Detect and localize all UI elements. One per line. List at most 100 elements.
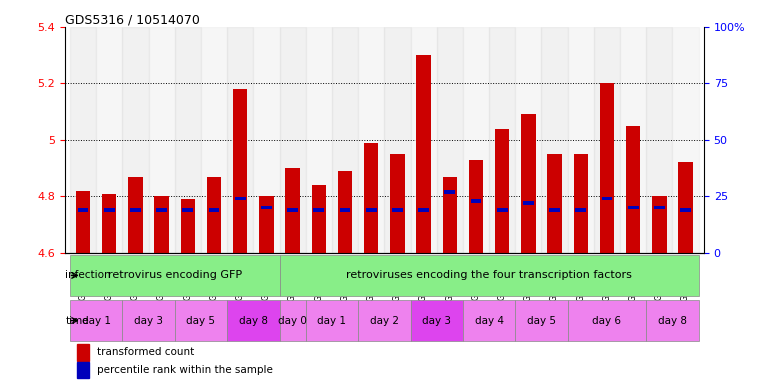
Text: percentile rank within the sample: percentile rank within the sample (97, 365, 272, 375)
Bar (70, 255, 279, 296)
Bar (306, 300, 358, 341)
Bar (70, 300, 123, 341)
Bar (443, 177, 457, 253)
Bar (183, 208, 193, 212)
Bar (130, 208, 141, 212)
Text: day 3: day 3 (134, 316, 163, 326)
Bar (410, 27, 437, 253)
Bar (285, 168, 300, 253)
Text: day 8: day 8 (239, 316, 268, 326)
Bar (437, 27, 463, 253)
Bar (575, 208, 586, 212)
Bar (314, 208, 324, 212)
Bar (594, 27, 620, 253)
Bar (103, 208, 115, 212)
Bar (469, 160, 483, 253)
Bar (419, 208, 429, 212)
Bar (156, 208, 167, 212)
Bar (306, 27, 332, 253)
Text: infection: infection (65, 270, 111, 280)
Text: day 1: day 1 (317, 316, 346, 326)
Bar (148, 27, 175, 253)
Bar (311, 185, 326, 253)
Bar (78, 208, 88, 212)
Bar (175, 300, 227, 341)
Bar (470, 199, 482, 202)
Text: day 8: day 8 (658, 316, 687, 326)
Bar (366, 208, 377, 212)
Bar (646, 300, 699, 341)
Bar (209, 208, 219, 212)
Bar (410, 300, 463, 341)
Bar (602, 197, 613, 200)
Bar (339, 208, 350, 212)
Text: retrovirus encoding GFP: retrovirus encoding GFP (107, 270, 242, 280)
Bar (574, 154, 588, 253)
Bar (233, 89, 247, 253)
Text: transformed count: transformed count (97, 348, 194, 358)
Text: day 3: day 3 (422, 316, 451, 326)
Text: day 5: day 5 (527, 316, 556, 326)
Bar (279, 255, 699, 296)
Bar (358, 300, 410, 341)
Bar (654, 206, 665, 209)
Bar (628, 206, 638, 209)
Bar (154, 196, 169, 253)
Bar (201, 27, 227, 253)
Text: retroviruses encoding the four transcription factors: retroviruses encoding the four transcrip… (346, 270, 632, 280)
Bar (253, 27, 279, 253)
Bar (547, 154, 562, 253)
Bar (332, 27, 358, 253)
Bar (568, 300, 646, 341)
Bar (279, 27, 306, 253)
Text: day 5: day 5 (186, 316, 215, 326)
Bar (549, 208, 560, 212)
Text: day 1: day 1 (81, 316, 110, 326)
Bar (463, 27, 489, 253)
Bar (364, 143, 378, 253)
Bar (279, 300, 306, 341)
Text: day 4: day 4 (475, 316, 504, 326)
Bar (542, 27, 568, 253)
Bar (652, 196, 667, 253)
Bar (646, 27, 673, 253)
Bar (123, 27, 148, 253)
Bar (207, 177, 221, 253)
Text: time: time (65, 316, 89, 326)
Bar (463, 300, 515, 341)
Bar (78, 344, 89, 361)
Bar (102, 194, 116, 253)
Bar (96, 27, 123, 253)
Bar (678, 162, 693, 253)
Bar (515, 27, 542, 253)
Bar (76, 191, 91, 253)
Text: day 2: day 2 (370, 316, 399, 326)
Bar (626, 126, 641, 253)
Bar (287, 208, 298, 212)
Text: day 6: day 6 (593, 316, 622, 326)
Bar (384, 27, 410, 253)
Bar (390, 154, 405, 253)
Bar (495, 129, 509, 253)
Bar (358, 27, 384, 253)
Text: day 0: day 0 (279, 316, 307, 326)
Text: GDS5316 / 10514070: GDS5316 / 10514070 (65, 14, 199, 27)
Bar (261, 206, 272, 209)
Bar (568, 27, 594, 253)
Bar (680, 208, 691, 212)
Bar (416, 55, 431, 253)
Bar (175, 27, 201, 253)
Bar (235, 197, 246, 200)
Bar (673, 27, 699, 253)
Bar (70, 27, 96, 253)
Bar (489, 27, 515, 253)
Bar (338, 171, 352, 253)
Bar (515, 300, 568, 341)
Bar (392, 208, 403, 212)
Bar (444, 190, 455, 194)
Bar (123, 300, 175, 341)
Bar (620, 27, 646, 253)
Bar (227, 300, 279, 341)
Bar (78, 362, 89, 378)
Bar (497, 208, 508, 212)
